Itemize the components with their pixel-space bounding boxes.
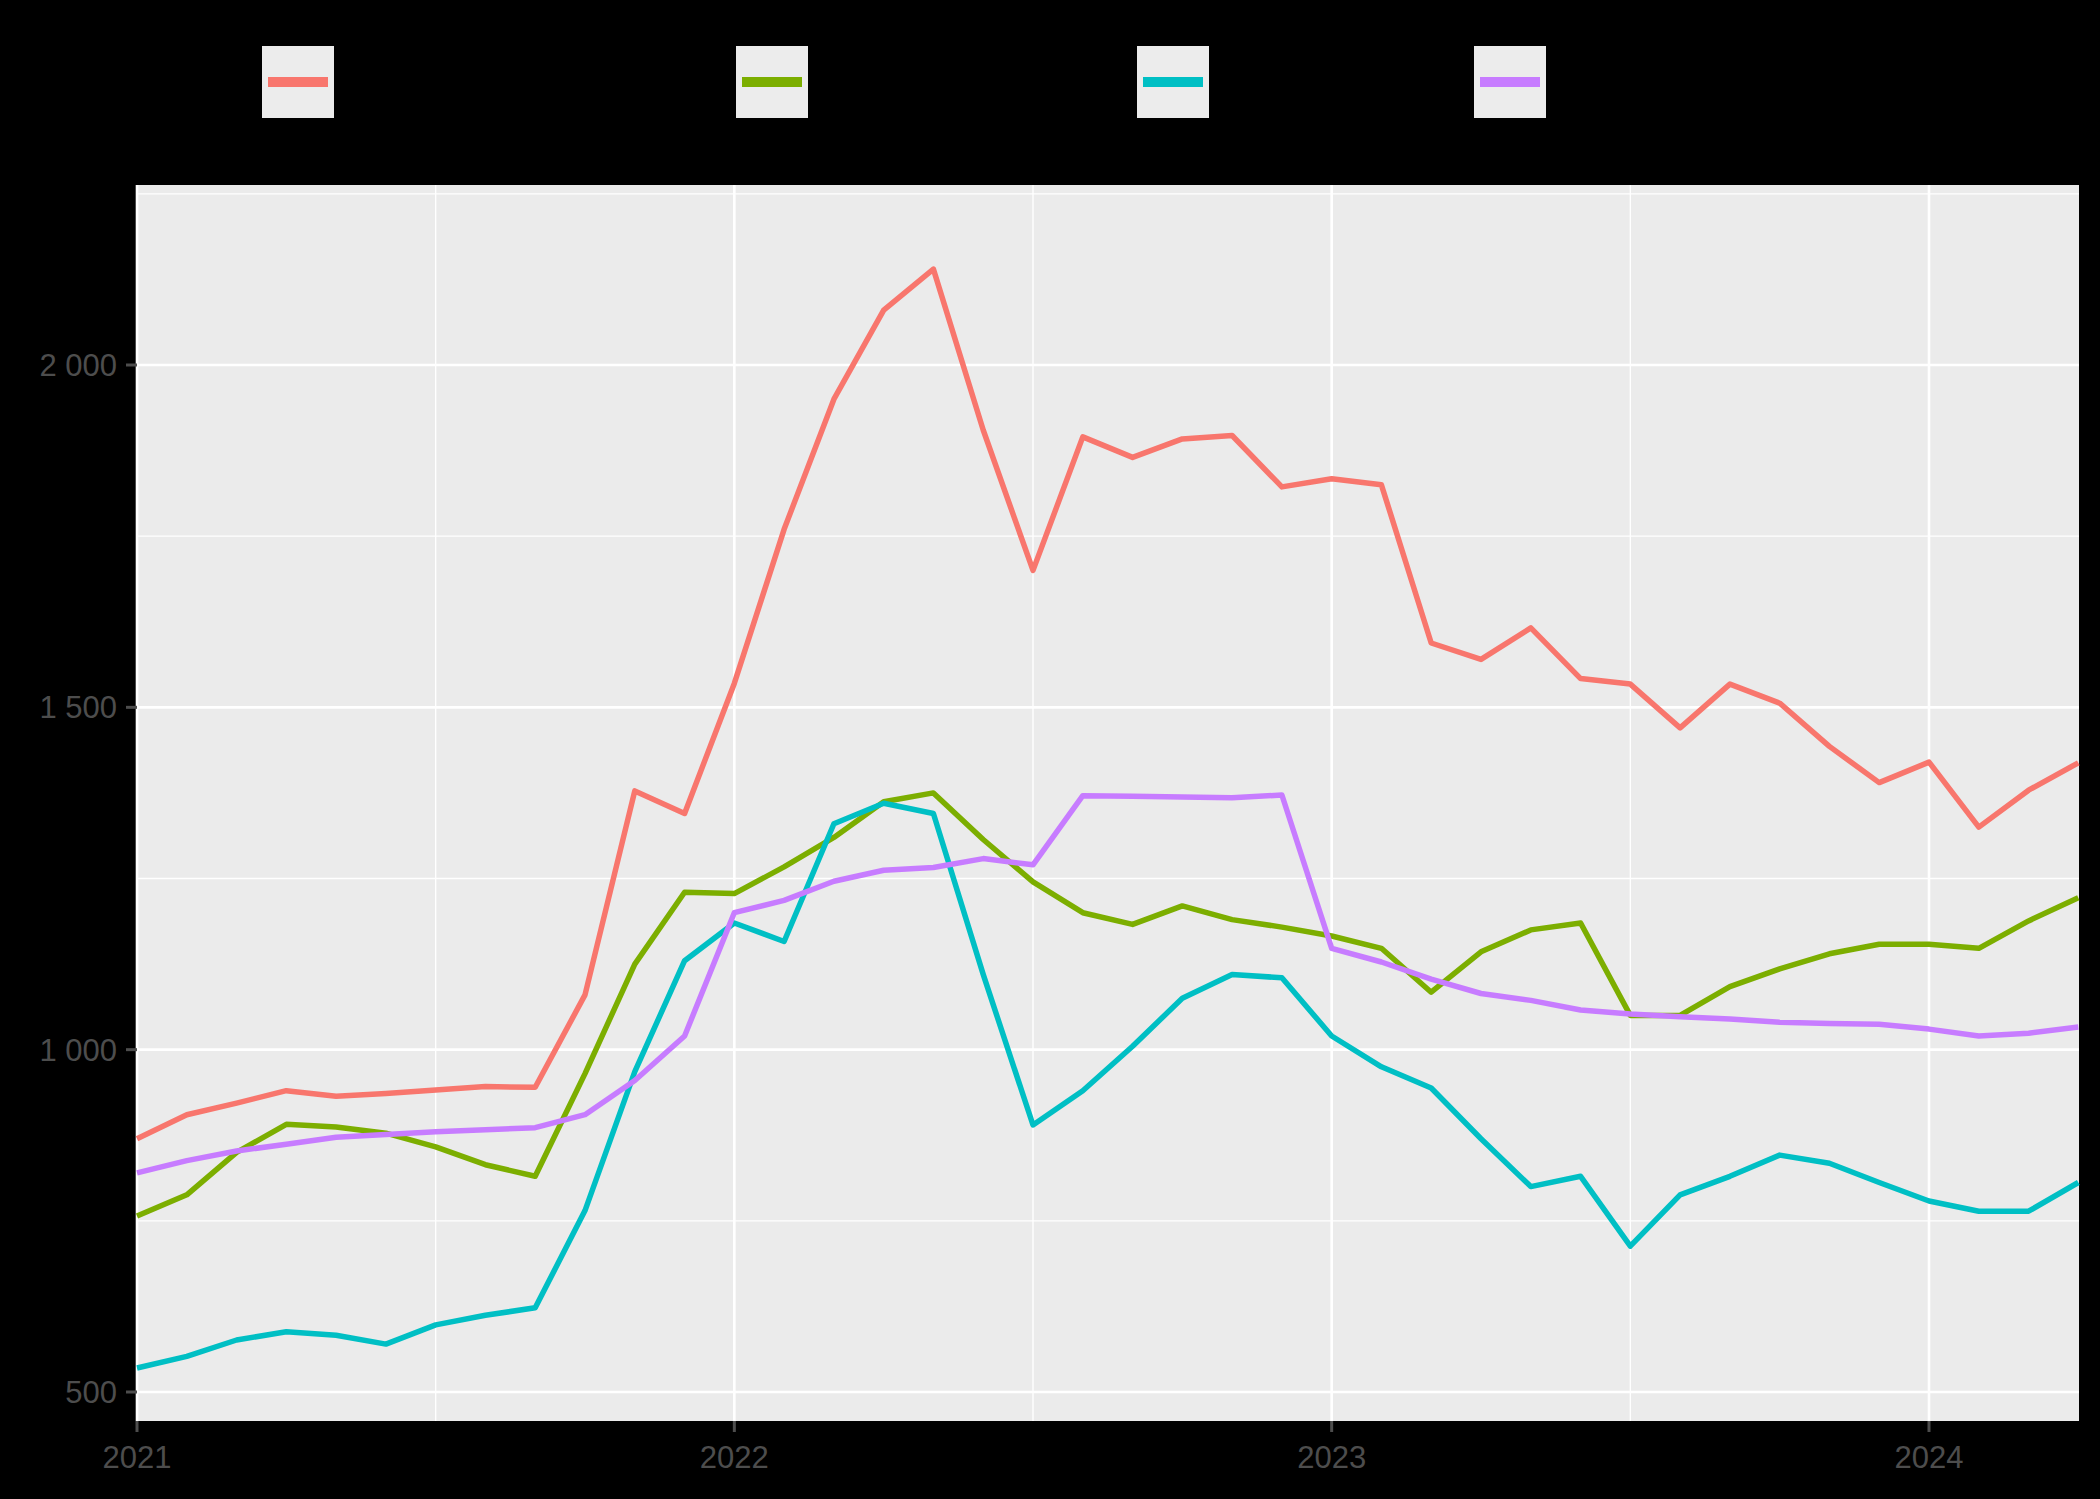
- line-chart: 500 1 000 1 500 2 000 2021 2022 2023 2024: [0, 0, 2100, 1499]
- plot-panel: [137, 185, 2079, 1421]
- red-series-key-swatch: [268, 77, 328, 87]
- x-axis-label: 2024: [1895, 1440, 1964, 1475]
- y-axis-label: 2 000: [39, 348, 117, 383]
- purple-series-key-swatch: [1480, 77, 1540, 87]
- x-axis-label: 2023: [1297, 1440, 1366, 1475]
- y-axis-label: 500: [65, 1375, 117, 1410]
- cyan-series-key-swatch: [1143, 77, 1203, 87]
- x-axis-label: 2022: [700, 1440, 769, 1475]
- green-series-key-swatch: [742, 77, 802, 87]
- x-axis-label: 2021: [103, 1440, 172, 1475]
- cyan-series-key: [1137, 46, 1209, 118]
- purple-series-key: [1474, 46, 1546, 118]
- green-series-key: [736, 46, 808, 118]
- chart-root: 500 1 000 1 500 2 000 2021 2022 2023 2024: [0, 0, 2100, 1499]
- red-series-key: [262, 46, 334, 118]
- y-axis-label: 1 000: [39, 1033, 117, 1068]
- y-axis-label: 1 500: [39, 690, 117, 725]
